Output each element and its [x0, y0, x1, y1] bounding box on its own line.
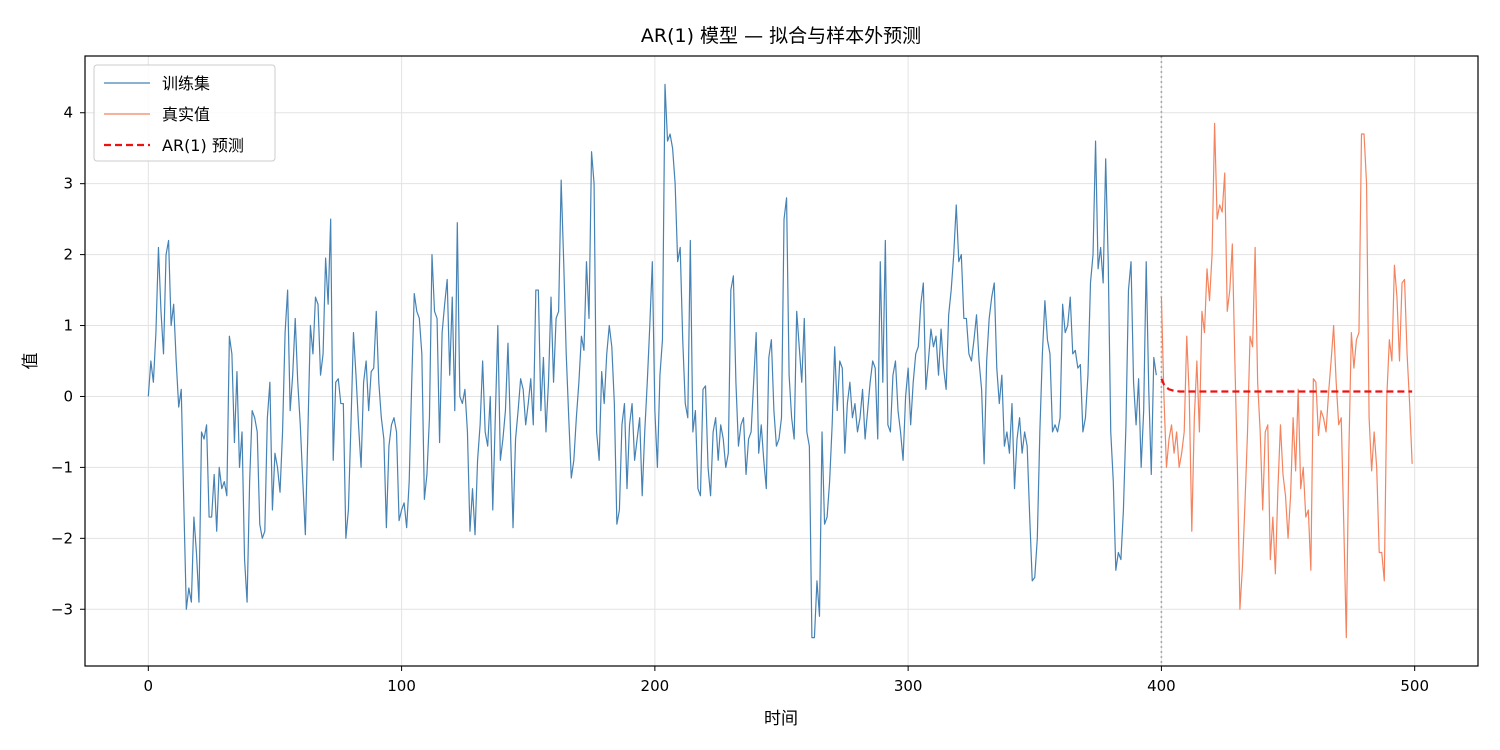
y-tick-label: 2 — [63, 246, 73, 264]
tick-layer: 0 100 200 300 400 500 −3 −2 −1 0 1 2 3 4 — [51, 104, 1429, 695]
x-tick-label: 300 — [894, 677, 923, 695]
x-tick-label: 500 — [1400, 677, 1429, 695]
legend-label-forecast: AR(1) 预测 — [162, 136, 244, 155]
series-line-forecast — [1160, 378, 1413, 393]
y-tick-label: 3 — [63, 175, 73, 193]
x-tick-label: 400 — [1147, 677, 1176, 695]
series-layer — [147, 83, 1413, 639]
legend-label-actual: 真实值 — [162, 105, 210, 124]
y-tick-label: 0 — [63, 387, 73, 405]
x-tick-label: 100 — [387, 677, 416, 695]
y-tick-label: −2 — [51, 529, 73, 547]
chart-title: AR(1) 模型 — 拟合与样本外预测 — [641, 25, 921, 47]
legend: 训练集 真实值 AR(1) 预测 — [93, 64, 276, 162]
y-tick-label: −1 — [51, 458, 73, 476]
series-line-train — [147, 83, 1157, 639]
y-tick-label: 1 — [63, 317, 73, 335]
x-tick-label: 200 — [641, 677, 670, 695]
y-axis-title: 值 — [21, 353, 41, 370]
y-tick-label: 4 — [63, 104, 73, 122]
legend-box — [93, 64, 276, 162]
x-axis-title: 时间 — [764, 709, 798, 729]
x-tick-label: 0 — [144, 677, 154, 695]
legend-label-train: 训练集 — [162, 74, 210, 93]
plot-frame — [84, 55, 1479, 667]
y-tick-label: −3 — [51, 600, 73, 618]
series-line-actual — [1160, 122, 1413, 639]
